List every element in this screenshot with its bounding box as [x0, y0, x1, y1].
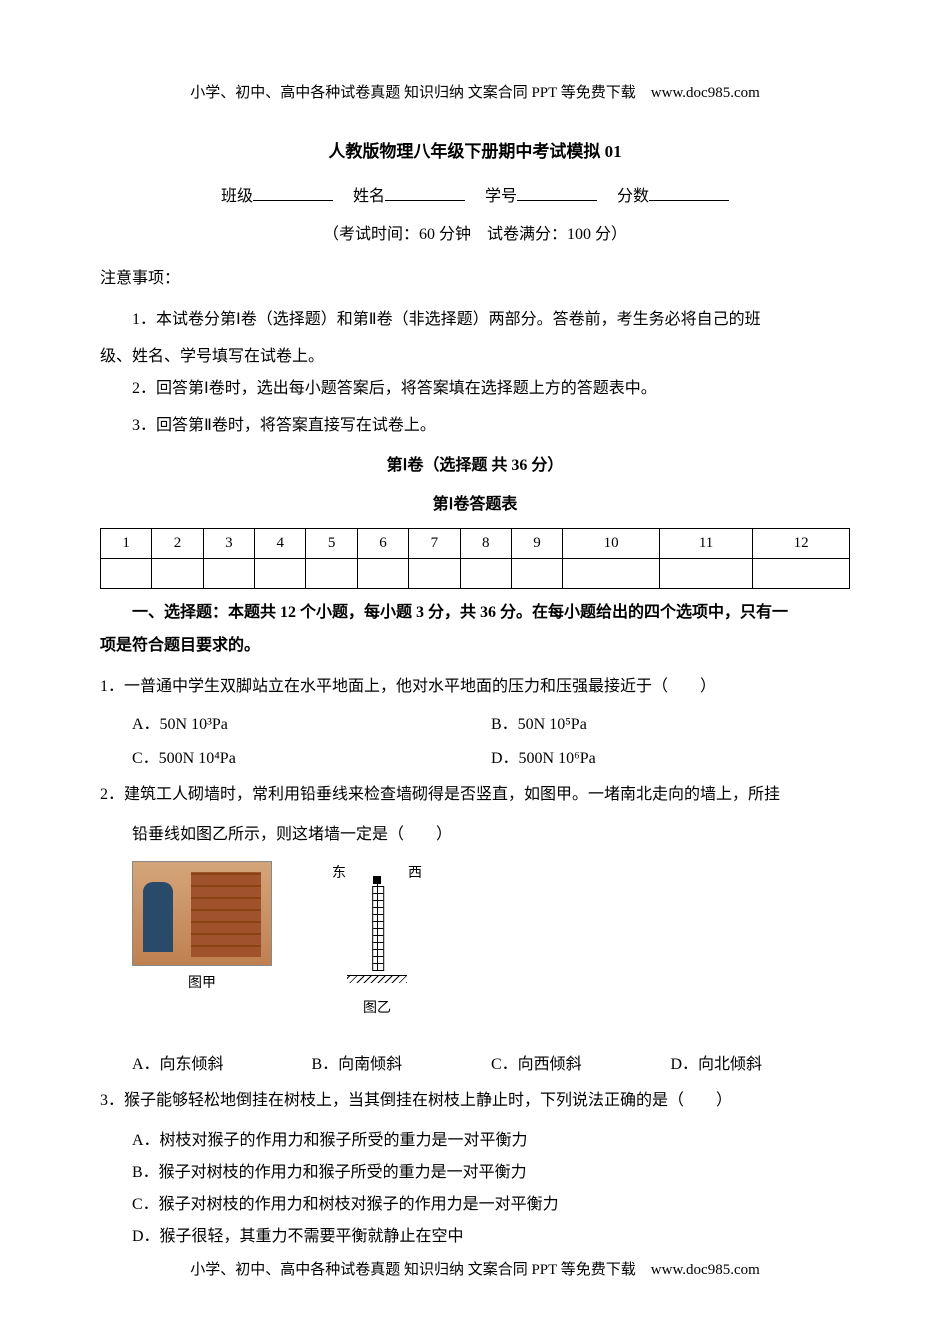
id-label: 学号	[485, 188, 517, 205]
ground	[347, 975, 407, 983]
name-label: 姓名	[353, 188, 385, 205]
th-2: 2	[152, 528, 203, 558]
th-1: 1	[101, 528, 152, 558]
score-label: 分数	[617, 188, 649, 205]
question-3: 3．猴子能够轻松地倒挂在树枝上，当其倒挂在树枝上静止时，下列说法正确的是（ ）	[100, 1085, 850, 1117]
west-label: 西	[408, 861, 422, 886]
ans-8	[460, 558, 511, 588]
q1-option-c: C．500N 10⁴Pa	[132, 745, 491, 774]
ans-1	[101, 558, 152, 588]
q3-option-b: B．猴子对树枝的作用力和猴子所受的重力是一对平衡力	[132, 1157, 850, 1189]
id-blank	[517, 185, 597, 201]
q1-option-b: B．50N 10⁵Pa	[491, 711, 850, 740]
east-label: 东	[332, 861, 346, 886]
th-11: 11	[659, 528, 752, 558]
ans-12	[753, 558, 850, 588]
th-8: 8	[460, 528, 511, 558]
q1-options-row2: C．500N 10⁴Pa D．500N 10⁶Pa	[132, 745, 850, 774]
notice-label: 注意事项：	[100, 265, 850, 294]
notice-1-cont: 级、姓名、学号填写在试卷上。	[100, 341, 850, 373]
q1-option-a: A．50N 10³Pa	[132, 711, 491, 740]
caption-yi: 图乙	[332, 996, 422, 1021]
q2-options-row: A．向东倾斜 B．向南倾斜 C．向西倾斜 D．向北倾斜	[132, 1051, 850, 1080]
notice-1: 1．本试卷分第Ⅰ卷（选择题）和第Ⅱ卷（非选择题）两部分。答卷前，考生务必将自己的…	[100, 304, 850, 336]
q2-option-b: B．向南倾斜	[312, 1051, 492, 1080]
th-7: 7	[409, 528, 460, 558]
form-line: 班级 姓名 学号 分数	[100, 183, 850, 212]
th-12: 12	[753, 528, 850, 558]
answer-table: 1 2 3 4 5 6 7 8 9 10 11 12	[100, 528, 850, 589]
q1-option-d: D．500N 10⁶Pa	[491, 745, 850, 774]
th-4: 4	[255, 528, 306, 558]
page-footer: 小学、初中、高中各种试卷真题 知识归纳 文案合同 PPT 等免费下载 www.d…	[0, 1257, 950, 1284]
image-yi-block: 东 西 图乙	[332, 861, 422, 1021]
section-instruction: 一、选择题：本题共 12 个小题，每小题 3 分，共 36 分。在每小题给出的四…	[100, 599, 850, 628]
q3-option-a: A．树枝对猴子的作用力和猴子所受的重力是一对平衡力	[132, 1125, 850, 1157]
q1-options-row1: A．50N 10³Pa B．50N 10⁵Pa	[132, 711, 850, 740]
ans-11	[659, 558, 752, 588]
th-6: 6	[357, 528, 408, 558]
question-2-cont: 铅垂线如图乙所示，则这堵墙一定是（ ）	[132, 819, 850, 851]
section-1-title: 第Ⅰ卷（选择题 共 36 分）	[100, 452, 850, 481]
q2-images: 图甲 东 西 图乙	[132, 861, 850, 1021]
th-5: 5	[306, 528, 357, 558]
q3-option-c: C．猴子对树枝的作用力和树枝对猴子的作用力是一对平衡力	[132, 1189, 850, 1221]
q2-option-d: D．向北倾斜	[671, 1051, 851, 1080]
answer-sheet-title: 第Ⅰ卷答题表	[100, 491, 850, 520]
name-blank	[385, 185, 465, 201]
ans-3	[203, 558, 254, 588]
th-9: 9	[511, 528, 562, 558]
q3-option-d: D．猴子很轻，其重力不需要平衡就静止在空中	[132, 1221, 850, 1253]
ans-10	[563, 558, 660, 588]
score-blank	[649, 185, 729, 201]
ans-7	[409, 558, 460, 588]
ans-4	[255, 558, 306, 588]
ans-2	[152, 558, 203, 588]
table-header-row: 1 2 3 4 5 6 7 8 9 10 11 12	[101, 528, 850, 558]
ans-5	[306, 558, 357, 588]
image-jia-block: 图甲	[132, 861, 272, 1021]
table-answer-row	[101, 558, 850, 588]
exam-info: （考试时间：60 分钟 试卷满分：100 分）	[100, 221, 850, 250]
q2-option-c: C．向西倾斜	[491, 1051, 671, 1080]
image-yi: 东 西	[332, 861, 422, 991]
section-instruction-cont: 项是符合题目要求的。	[100, 632, 850, 661]
question-2: 2．建筑工人砌墙时，常利用铅垂线来检查墙砌得是否竖直，如图甲。一堵南北走向的墙上…	[100, 779, 850, 811]
th-10: 10	[563, 528, 660, 558]
th-3: 3	[203, 528, 254, 558]
q2-option-a: A．向东倾斜	[132, 1051, 312, 1080]
question-1: 1．一普通中学生双脚站立在水平地面上，他对水平地面的压力和压强最接近于（ ）	[100, 671, 850, 703]
notice-3: 3．回答第Ⅱ卷时，将答案直接写在试卷上。	[100, 410, 850, 442]
image-jia	[132, 861, 272, 966]
notice-2: 2．回答第Ⅰ卷时，选出每小题答案后，将答案填在选择题上方的答题表中。	[100, 373, 850, 405]
ans-9	[511, 558, 562, 588]
caption-jia: 图甲	[132, 971, 272, 996]
page-header: 小学、初中、高中各种试卷真题 知识归纳 文案合同 PPT 等免费下载 www.d…	[100, 80, 850, 107]
class-label: 班级	[221, 188, 253, 205]
ruler	[372, 886, 384, 971]
class-blank	[253, 185, 333, 201]
exam-title: 人教版物理八年级下册期中考试模拟 01	[100, 137, 850, 168]
ans-6	[357, 558, 408, 588]
